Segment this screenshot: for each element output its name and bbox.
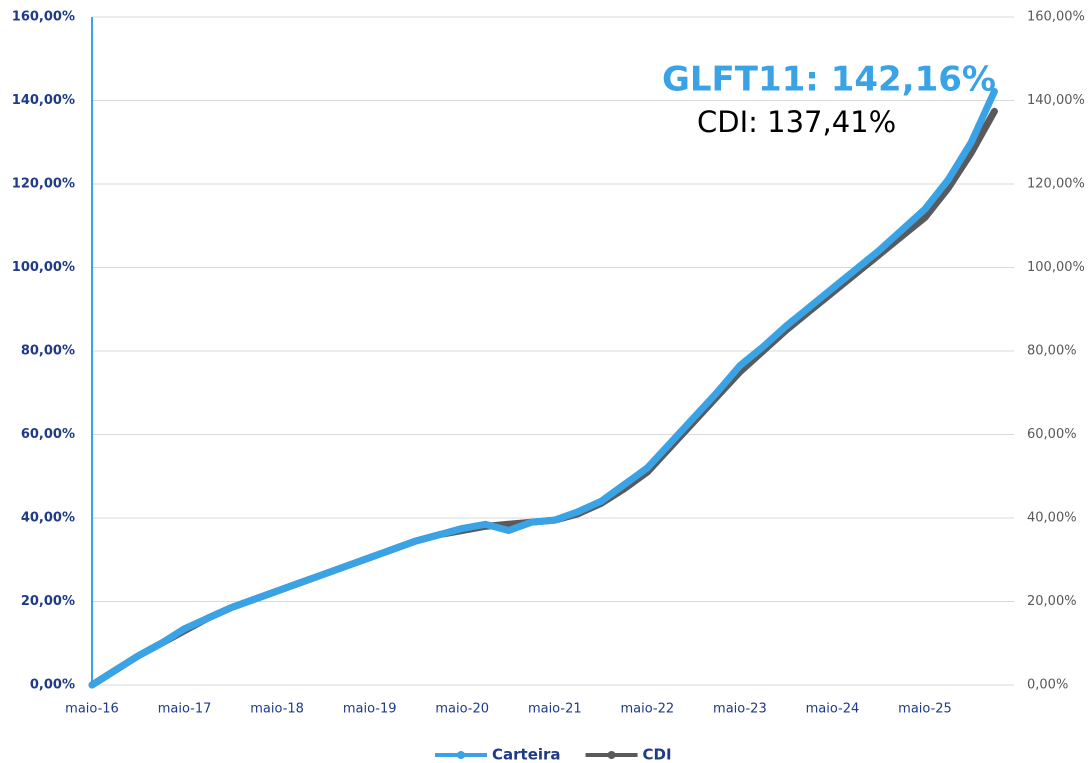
x-tick-label: maio-23 [713, 702, 767, 717]
annotation: GLFT11: 142,16% [662, 60, 996, 100]
y-tick-label: 0,00% [30, 678, 75, 693]
legend-marker [607, 751, 616, 759]
y2-tick-label: 60,00% [1027, 427, 1077, 442]
y-tick-label: 120,00% [12, 177, 75, 192]
x-tick-label: maio-18 [250, 702, 304, 717]
x-tick-label: maio-19 [343, 702, 397, 717]
series-line [88, 107, 998, 689]
y-tick-label: 160,00% [12, 10, 75, 25]
y-tick-label: 80,00% [21, 344, 75, 359]
x-tick-label: maio-24 [806, 702, 860, 717]
y2-tick-label: 160,00% [1027, 10, 1085, 25]
y2-tick-label: 0,00% [1027, 678, 1068, 693]
y-tick-label: 140,00% [12, 93, 75, 108]
y2-tick-label: 40,00% [1027, 511, 1077, 526]
y-tick-label: 100,00% [12, 260, 75, 275]
legend-label: Carteira [492, 746, 561, 763]
y2-tick-label: 140,00% [1027, 93, 1085, 108]
legend-label: CDI [643, 746, 672, 763]
y-tick-label: 40,00% [21, 511, 75, 526]
x-tick-label: maio-25 [898, 702, 952, 717]
y2-tick-label: 100,00% [1027, 260, 1085, 275]
x-tick-label: maio-22 [620, 702, 674, 717]
y-tick-label: 60,00% [21, 427, 75, 442]
x-tick-label: maio-17 [158, 702, 212, 717]
x-tick-label: maio-21 [528, 702, 582, 717]
x-tick-label: maio-16 [65, 702, 119, 717]
legend-marker [457, 751, 465, 759]
annotation: CDI: 137,41% [697, 105, 896, 139]
y-tick-label: 20,00% [21, 594, 75, 609]
y2-tick-label: 20,00% [1027, 594, 1077, 609]
y2-tick-label: 120,00% [1027, 177, 1085, 192]
series-line [88, 87, 998, 689]
y2-tick-label: 80,00% [1027, 344, 1077, 359]
x-tick-label: maio-20 [435, 702, 489, 717]
